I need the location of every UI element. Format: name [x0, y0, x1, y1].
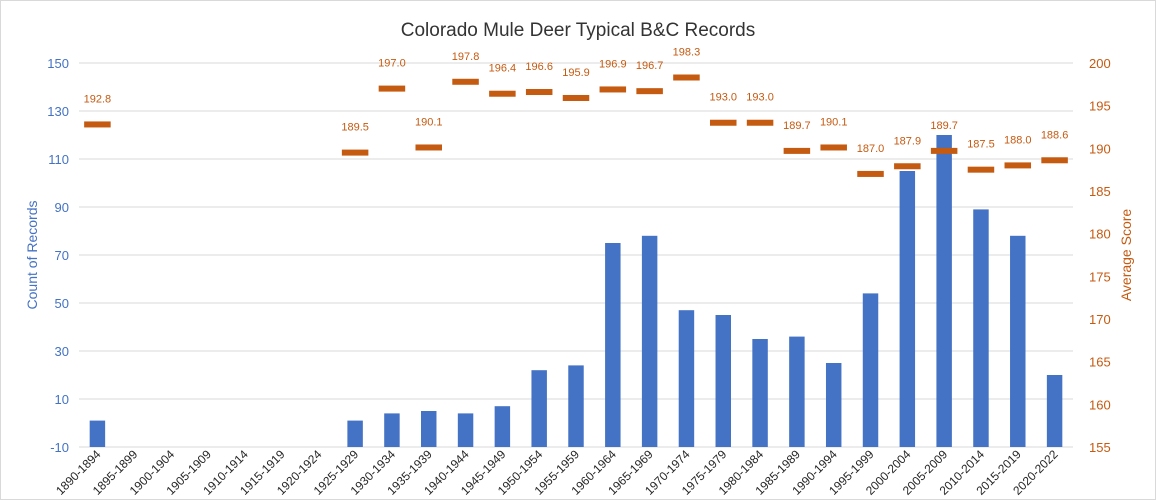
avg-label-1955-1959: 195.9 [562, 67, 590, 79]
avg-marker-1970-1974 [673, 74, 700, 81]
avg-label-2000-2004: 187.9 [894, 135, 922, 147]
avg-marker-1950-1954 [525, 89, 553, 96]
avg-marker-1960-1964 [599, 86, 627, 93]
bar-1955-1959 [568, 365, 584, 447]
avg-label-1990-1994: 190.1 [820, 116, 848, 128]
y-left-tick-label: -10 [50, 440, 69, 455]
bar-1965-1969 [641, 235, 658, 447]
avg-label-1960-1964: 196.9 [599, 58, 627, 70]
avg-marker-1965-1969 [636, 88, 663, 95]
avg-marker-1955-1959 [562, 94, 590, 101]
avg-marker-1935-1939 [415, 144, 442, 151]
y-right-tick-label: 175 [1089, 269, 1111, 284]
avg-label-1950-1954: 196.6 [525, 61, 553, 73]
avg-label-1985-1989: 189.7 [783, 120, 811, 132]
bar-1990-1994 [825, 363, 842, 447]
bar-series [89, 135, 1063, 447]
avg-marker-2015-2019 [1004, 162, 1032, 169]
bar-2010-2014 [973, 209, 989, 447]
avg-label-1945-1949: 196.4 [489, 63, 517, 75]
bar-1980-1984 [752, 339, 768, 447]
avg-label-1890-1894: 192.8 [84, 93, 112, 105]
avg-label-1925-1929: 189.5 [341, 122, 369, 134]
avg-marker-1990-1994 [820, 144, 847, 151]
marker-series [84, 74, 1068, 177]
y-left-tick-label: 90 [55, 200, 69, 215]
y-right-tick-label: 180 [1089, 227, 1111, 242]
avg-marker-2000-2004 [894, 163, 921, 170]
y-left-tick-label: 110 [48, 152, 69, 167]
y-right-tick-label: 195 [1089, 99, 1111, 114]
avg-label-1980-1984: 193.0 [746, 92, 774, 104]
avg-marker-1985-1989 [783, 147, 811, 154]
y-right-tick-label: 155 [1089, 440, 1111, 455]
bar-1940-1944 [457, 413, 474, 447]
y-right-tick-label: 165 [1089, 355, 1111, 370]
avg-label-2015-2019: 188.0 [1004, 134, 1032, 146]
bar-1995-1999 [862, 293, 879, 447]
avg-marker-2010-2014 [967, 166, 995, 173]
avg-marker-2005-2009 [930, 147, 958, 154]
bar-2015-2019 [1010, 235, 1026, 447]
bar-1930-1934 [384, 413, 400, 447]
avg-label-1975-1979: 193.0 [709, 92, 737, 104]
y-right-tick-label: 200 [1089, 56, 1111, 71]
y-right-tick-label: 160 [1089, 397, 1111, 412]
avg-marker-1930-1934 [378, 85, 406, 92]
marker-labels: 192.8 189.5 197.0 190.1 197.8 196.4 196.6 195.9… [84, 47, 1069, 155]
y-left-tick-label: 50 [55, 296, 69, 311]
y-left-tick-label: 30 [55, 344, 69, 359]
bar-2000-2004 [899, 171, 916, 447]
left-axis-ticks: 150 130 110 90 70 50 30 10 -10 [47, 56, 69, 455]
bar-1925-1929 [347, 420, 363, 447]
avg-label-1995-1999: 187.0 [857, 143, 885, 155]
bar-2020-2022 [1046, 375, 1063, 447]
avg-label-1930-1934: 197.0 [378, 58, 406, 70]
y-right-tick-label: 185 [1089, 184, 1111, 199]
y-left-tick-label: 70 [55, 248, 69, 263]
avg-label-1935-1939: 190.1 [415, 116, 443, 128]
avg-marker-1945-1949 [489, 90, 516, 97]
avg-label-2010-2014: 187.5 [967, 139, 995, 151]
avg-label-1970-1974: 198.3 [673, 47, 701, 59]
y-axis-left-title: Count of Records [24, 201, 40, 310]
bar-1970-1974 [678, 310, 695, 447]
bar-2005-2009 [936, 135, 952, 447]
bar-1960-1964 [605, 243, 621, 447]
avg-label-2005-2009: 189.7 [930, 120, 958, 132]
bar-1890-1894 [89, 420, 106, 447]
chart-title: Colorado Mule Deer Typical B&C Records [401, 20, 755, 41]
right-axis-ticks: 200 195 190 185 180 175 170 165 160 155 [1089, 56, 1111, 455]
avg-marker-1975-1979 [710, 119, 737, 126]
avg-marker-2020-2022 [1041, 157, 1068, 164]
y-left-tick-label: 130 [47, 104, 69, 119]
bar-1935-1939 [421, 411, 437, 447]
avg-marker-1995-1999 [857, 170, 884, 177]
bar-1945-1949 [494, 406, 511, 447]
y-left-tick-label: 10 [55, 392, 69, 407]
bar-1950-1954 [531, 370, 547, 447]
y-right-tick-label: 170 [1089, 312, 1111, 327]
avg-label-2020-2022: 188.6 [1041, 129, 1069, 141]
avg-marker-1940-1944 [452, 78, 479, 85]
avg-label-1965-1969: 196.7 [636, 60, 664, 72]
avg-marker-1890-1894 [84, 121, 111, 128]
bar-1985-1989 [789, 336, 805, 447]
avg-marker-1980-1984 [746, 119, 774, 126]
x-axis-ticks: 1890-18941895-18991900-19041905-19091910… [53, 447, 1061, 498]
bar-1975-1979 [715, 315, 731, 447]
y-right-tick-label: 190 [1089, 141, 1111, 156]
avg-label-1940-1944: 197.8 [452, 51, 480, 63]
y-left-tick-label: 150 [47, 56, 69, 71]
y-axis-right-title: Average Score [1118, 209, 1134, 302]
avg-marker-1925-1929 [341, 149, 369, 156]
